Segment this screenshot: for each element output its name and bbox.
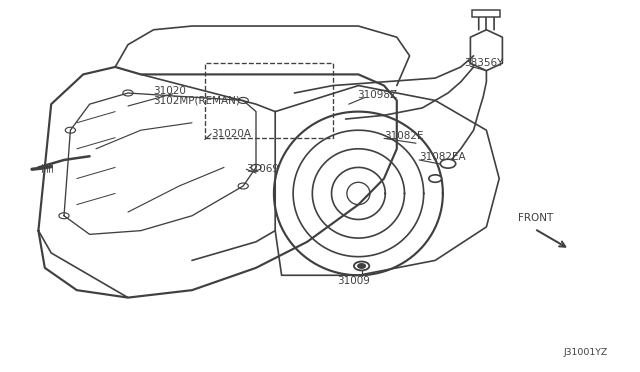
Text: FRONT: FRONT: [518, 213, 554, 222]
Circle shape: [354, 262, 369, 270]
Text: J31001YZ: J31001YZ: [564, 348, 608, 357]
Text: 3102MP(REMAN): 3102MP(REMAN): [154, 96, 241, 105]
Text: 31082E: 31082E: [384, 131, 424, 141]
Text: 31020: 31020: [154, 86, 186, 96]
Text: 31098Z: 31098Z: [357, 90, 397, 100]
Circle shape: [429, 175, 442, 182]
Circle shape: [440, 159, 456, 168]
Text: 31082EA: 31082EA: [419, 153, 466, 162]
Bar: [472, 10, 500, 17]
Text: 31009: 31009: [337, 276, 370, 286]
Text: 38356Y: 38356Y: [464, 58, 504, 68]
Text: 31020A: 31020A: [211, 129, 252, 139]
Circle shape: [358, 264, 365, 268]
Text: 31069: 31069: [246, 164, 280, 174]
